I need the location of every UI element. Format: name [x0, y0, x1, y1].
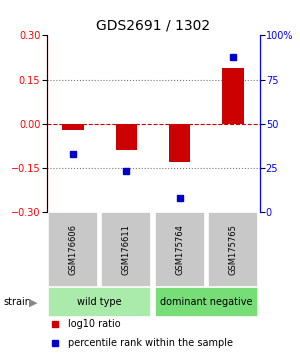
Bar — [116, 124, 137, 150]
Bar — [154, 212, 205, 287]
Text: strain: strain — [3, 297, 31, 307]
Bar — [154, 287, 258, 317]
Bar — [101, 212, 152, 287]
Bar — [62, 124, 84, 130]
Text: percentile rank within the sample: percentile rank within the sample — [68, 338, 233, 348]
Bar — [169, 124, 190, 162]
Bar — [208, 212, 258, 287]
Text: GSM176606: GSM176606 — [69, 224, 78, 275]
Text: log10 ratio: log10 ratio — [68, 319, 120, 329]
Bar — [48, 287, 152, 317]
Text: dominant negative: dominant negative — [160, 297, 253, 307]
Bar — [48, 212, 98, 287]
Text: ▶: ▶ — [28, 297, 37, 307]
Text: GSM175765: GSM175765 — [228, 224, 237, 275]
Bar — [222, 68, 244, 124]
Text: wild type: wild type — [77, 297, 122, 307]
Text: GSM176611: GSM176611 — [122, 224, 131, 275]
Title: GDS2691 / 1302: GDS2691 / 1302 — [96, 19, 210, 33]
Text: GSM175764: GSM175764 — [175, 224, 184, 275]
